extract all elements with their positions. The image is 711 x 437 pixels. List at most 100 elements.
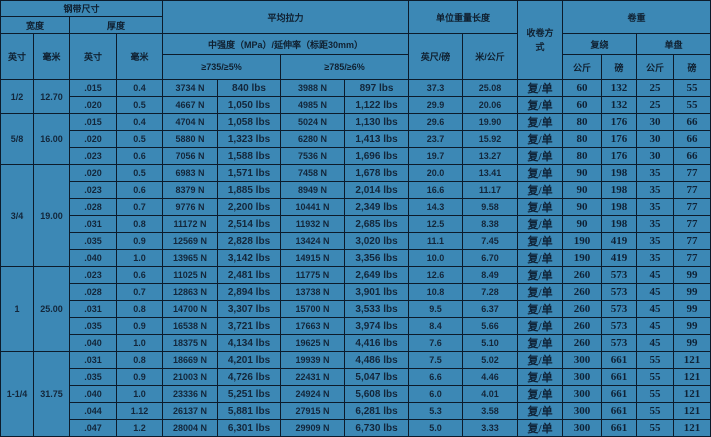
single-lb-cell: 99 [673, 317, 711, 335]
single-lb-cell: 121 [673, 419, 711, 437]
winding-cell: 复/单 [517, 113, 564, 131]
single-lb-cell: 99 [673, 300, 711, 318]
thickness-mm-cell: 0.8 [115, 215, 164, 233]
single-lb-cell: 77 [673, 249, 711, 267]
m-per-kg-cell: 7.45 [462, 232, 519, 250]
winding-cell: 复/单 [517, 334, 564, 352]
unit-weight-length-header: 单位重量长度 [408, 0, 519, 34]
rewind-kg-cell: 60 [562, 79, 603, 97]
tension-735-lbs-cell: 1,885 lbs [217, 181, 282, 199]
tension-785-n-cell: 13738 N [280, 283, 346, 301]
single-kg-cell: 25 [636, 96, 675, 114]
tension-735-lbs-cell: 4,201 lbs [217, 351, 282, 369]
m-per-kg-cell: 4.01 [462, 385, 519, 403]
single-lb-cell: 99 [673, 266, 711, 284]
single-kg-cell: 30 [636, 147, 675, 165]
thickness-inch-cell: .020 [69, 164, 117, 182]
tension-785-lbs-cell: 3,974 lbs [344, 317, 410, 335]
tension-785-n-cell: 14915 N [280, 249, 346, 267]
rewind-kg-cell: 80 [562, 113, 603, 131]
tension-735-lbs-cell: 2,894 lbs [217, 283, 282, 301]
thickness-header: 厚度 [68, 16, 164, 34]
tension-785-lbs-cell: 2,349 lbs [344, 198, 410, 216]
winding-cell: 复/单 [517, 266, 564, 284]
single-lb-cell: 77 [673, 181, 711, 199]
single-kg-cell: 30 [636, 130, 675, 148]
tension-735-lbs-cell: 2,514 lbs [217, 215, 282, 233]
thickness-mm-cell: 0.5 [115, 96, 164, 114]
rewind-kg-header: 公斤 [562, 54, 603, 80]
table-row: .044 1.12 26137 N 5,881 lbs 27915 N 6,281 lbs… [1, 402, 711, 420]
winding-header-text: 收卷方式 [526, 28, 554, 52]
single-lb-header: 磅 [673, 54, 711, 80]
ft-per-lb-cell: 5.0 [408, 419, 464, 437]
single-kg-cell: 45 [636, 283, 675, 301]
rewind-kg-cell: 90 [562, 164, 603, 182]
winding-cell: 复/单 [517, 130, 564, 148]
tension-785-n-cell: 29909 N [280, 419, 346, 437]
tension-785-n-cell: 5024 N [280, 113, 346, 131]
tension-785-lbs-cell: 5,047 lbs [344, 368, 410, 386]
tension-785-lbs-cell: 6,730 lbs [344, 419, 410, 437]
thickness-inch-cell: .023 [69, 266, 117, 284]
tension-735-n-cell: 12863 N [162, 283, 219, 301]
tension-785-lbs-cell: 2,014 lbs [344, 181, 410, 199]
m-per-kg-cell: 13.41 [462, 164, 519, 182]
m-per-kg-cell: 6.37 [462, 300, 519, 318]
tension-735-n-cell: 11025 N [162, 266, 219, 284]
table-row: .035 0.9 16538 N 3,721 lbs 17663 N 3,974 lbs 8… [1, 317, 711, 335]
thickness-mm-cell: 1.0 [115, 249, 164, 267]
thickness-mm-cell: 0.6 [115, 266, 164, 284]
thickness-inch-cell: .040 [69, 385, 117, 403]
thickness-mm-cell: 0.4 [115, 113, 164, 131]
thickness-inch-cell: .047 [69, 419, 117, 437]
tension-735-n-cell: 18375 N [162, 334, 219, 352]
tension-785-lbs-cell: 897 lbs [344, 79, 410, 97]
table-row: .040 1.0 13965 N 3,142 lbs 14915 N 3,356 lbs 1… [1, 249, 711, 267]
width-mm-cell: 19.00 [33, 164, 70, 267]
winding-cell: 复/单 [517, 317, 564, 335]
thickness-mm-cell: 0.6 [115, 181, 164, 199]
tension-735-n-cell: 18669 N [162, 351, 219, 369]
table-row: .040 1.0 23336 N 5,251 lbs 24924 N 5,608 lbs 6… [1, 385, 711, 403]
rewind-lb-cell: 198 [601, 181, 638, 199]
rewind-kg-cell: 90 [562, 181, 603, 199]
tension-785-n-cell: 17663 N [280, 317, 346, 335]
thickness-mm-cell: 0.5 [115, 130, 164, 148]
winding-cell: 复/单 [517, 368, 564, 386]
tension-735-n-cell: 23336 N [162, 385, 219, 403]
tension-785-lbs-cell: 6,281 lbs [344, 402, 410, 420]
rewind-lb-cell: 132 [601, 96, 638, 114]
ft-per-lb-cell: 37.3 [408, 79, 464, 97]
tension-735-n-cell: 5880 N [162, 130, 219, 148]
single-kg-cell: 25 [636, 79, 675, 97]
thickness-mm-cell: 0.8 [115, 300, 164, 318]
tension-785-lbs-cell: 1,122 lbs [344, 96, 410, 114]
m-per-kg-cell: 5.02 [462, 351, 519, 369]
rewind-kg-cell: 260 [562, 300, 603, 318]
thickness-inch-cell: .028 [69, 283, 117, 301]
rewind-lb-cell: 573 [601, 283, 638, 301]
tension-785-n-cell: 19939 N [280, 351, 346, 369]
single-kg-cell: 35 [636, 215, 675, 233]
winding-cell: 复/单 [517, 283, 564, 301]
m-per-kg-cell: 25.08 [462, 79, 519, 97]
single-kg-cell: 55 [636, 402, 675, 420]
width-inch-header: 英寸 [0, 33, 34, 80]
tension-735-lbs-cell: 1,323 lbs [217, 130, 282, 148]
thickness-inch-cell: .040 [69, 249, 117, 267]
width-header: 宽度 [0, 16, 70, 34]
ft-per-lb-cell: 5.3 [408, 402, 464, 420]
rewind-lb-cell: 176 [601, 113, 638, 131]
width-inch-cell: 5/8 [0, 113, 34, 165]
thickness-mm-cell: 1.2 [115, 419, 164, 437]
table-row: .047 1.2 28004 N 6,301 lbs 29909 N 6,730 lbs 5… [1, 419, 711, 437]
rewind-lb-cell: 573 [601, 300, 638, 318]
m-per-kg-cell: 13.27 [462, 147, 519, 165]
table-row: .023 0.6 8379 N 1,885 lbs 8949 N 2,014 lbs 16.… [1, 181, 711, 199]
single-kg-cell: 45 [636, 300, 675, 318]
single-kg-cell: 35 [636, 232, 675, 250]
ft-per-lb-cell: 7.5 [408, 351, 464, 369]
tension-735-lbs-cell: 2,481 lbs [217, 266, 282, 284]
ft-per-lb-cell: 9.5 [408, 300, 464, 318]
